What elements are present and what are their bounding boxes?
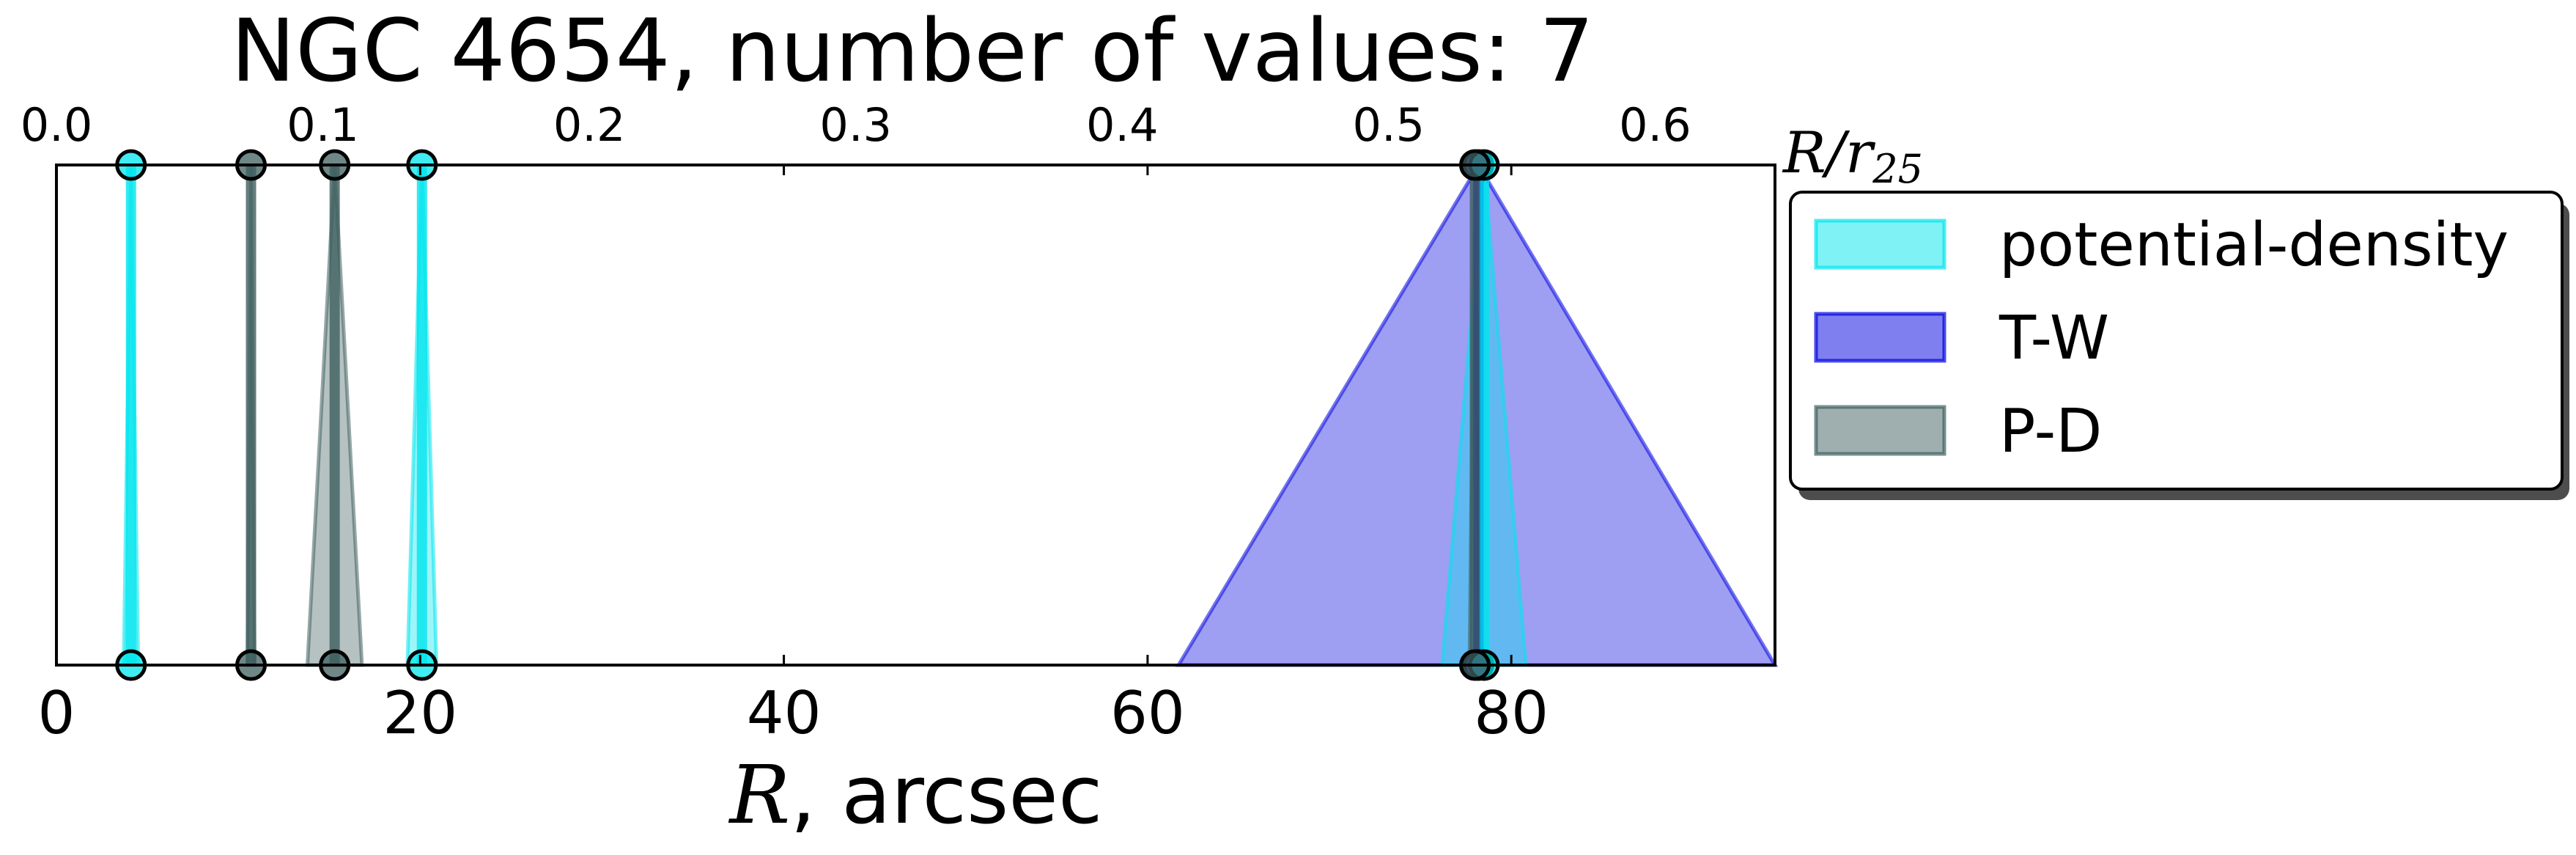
- axes-frame: [55, 164, 1776, 667]
- x-axis-label-symbol: R: [728, 748, 791, 842]
- top-tick-label: 0.5: [1353, 98, 1425, 152]
- chart-title: NGC 4654, number of values: 7: [231, 0, 1594, 101]
- top-tick-label: 0.1: [287, 98, 359, 152]
- top-axis-label-symbol: R/r: [1782, 120, 1876, 186]
- legend-label: potential-density: [1999, 210, 2509, 280]
- top-tick-label: 0.6: [1619, 98, 1691, 152]
- legend-swatch: [1814, 219, 1946, 270]
- x-tick-label: 0: [38, 679, 75, 747]
- top-axis-label: R/r25: [1782, 120, 1923, 192]
- top-tick-label: 0.3: [819, 98, 892, 152]
- bottom-axis: 0 20 40 60 80: [38, 165, 1549, 747]
- top-tick-label: 0.0: [21, 98, 93, 152]
- top-axis: 0.0 0.1 0.2 0.3 0.4 0.5 0.6: [21, 98, 1691, 152]
- x-tick-label: 20: [383, 679, 457, 747]
- x-axis-label-unit: , arcsec: [790, 748, 1102, 842]
- top-axis-label-subscript: 25: [1872, 146, 1923, 192]
- top-tick-label: 0.2: [553, 98, 626, 152]
- legend-items: potential-density T-W P-D: [1814, 210, 2509, 466]
- top-tick-label: 0.4: [1086, 98, 1159, 152]
- legend-label: P-D: [1999, 397, 2102, 466]
- legend-label: T-W: [1999, 304, 2109, 373]
- x-tick-label: 40: [747, 679, 822, 747]
- x-axis-label: R, arcsec: [728, 748, 1103, 842]
- plot-area: [115, 149, 1779, 681]
- legend-box: [1789, 191, 2564, 491]
- legend-swatch: [1814, 312, 1946, 363]
- x-tick-label: 60: [1110, 679, 1185, 747]
- legend-swatch: [1814, 405, 1946, 456]
- x-tick-label: 80: [1474, 679, 1549, 747]
- legend: potential-density T-W P-D: [1789, 191, 2569, 500]
